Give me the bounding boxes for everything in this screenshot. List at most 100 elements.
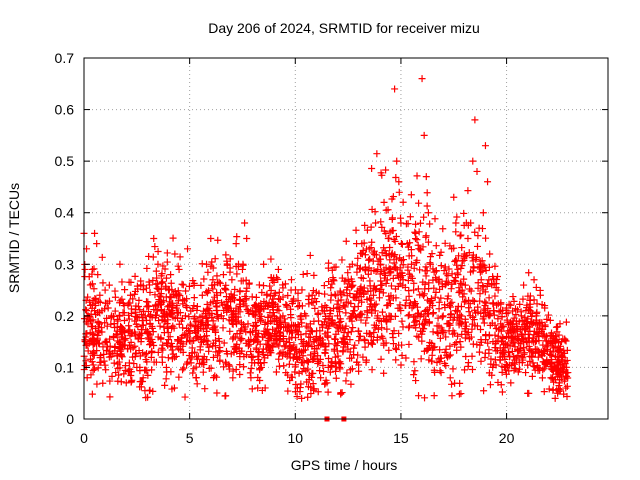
data-point (203, 321, 211, 329)
data-point (180, 364, 188, 372)
data-point (382, 339, 390, 347)
data-point (163, 258, 171, 266)
data-point (213, 291, 221, 299)
data-point (137, 378, 145, 386)
data-point (165, 285, 173, 293)
data-point (436, 251, 444, 259)
data-point (310, 337, 318, 345)
data-point (326, 368, 334, 376)
data-point (361, 343, 369, 351)
data-point (200, 275, 208, 283)
data-point (494, 286, 502, 294)
data-point (388, 195, 396, 203)
data-point (171, 291, 179, 299)
data-point (154, 248, 162, 256)
data-point (168, 310, 176, 318)
data-point (554, 361, 562, 369)
data-point (503, 332, 511, 340)
data-point (460, 275, 468, 283)
data-point (190, 281, 198, 289)
data-point (382, 166, 390, 174)
data-point (374, 312, 382, 320)
data-point (316, 367, 324, 375)
data-point (540, 347, 548, 355)
data-point (205, 343, 213, 351)
data-point (109, 349, 117, 357)
data-point (515, 365, 523, 373)
data-point (502, 370, 510, 378)
data-point (392, 294, 400, 302)
data-point (260, 359, 268, 367)
data-point (373, 333, 381, 341)
data-point (424, 238, 432, 246)
data-point (368, 340, 376, 348)
data-point (450, 277, 458, 285)
data-point (477, 276, 485, 284)
data-point (335, 305, 343, 313)
data-point (100, 357, 108, 365)
data-point (344, 269, 352, 277)
data-point (421, 267, 429, 275)
data-point (177, 338, 185, 346)
data-point (209, 276, 217, 284)
data-point (179, 281, 187, 289)
data-point (524, 361, 532, 369)
data-point (379, 289, 387, 297)
data-point (550, 362, 558, 370)
data-point (169, 322, 177, 330)
data-point (173, 309, 181, 317)
data-point (98, 328, 106, 336)
data-point (454, 302, 462, 310)
data-point (413, 303, 421, 311)
data-point (500, 341, 508, 349)
data-point (174, 262, 182, 270)
data-point (474, 232, 482, 240)
data-point (214, 236, 222, 244)
data-point (176, 253, 184, 261)
data-point (395, 178, 403, 186)
data-point (457, 390, 465, 398)
data-point (467, 268, 475, 276)
data-point (146, 281, 153, 289)
data-point (88, 390, 96, 398)
data-point (139, 349, 147, 357)
data-point (245, 279, 253, 287)
data-point (281, 343, 289, 351)
data-point (230, 333, 238, 341)
data-point (236, 288, 244, 296)
data-point (563, 392, 571, 400)
data-point (112, 369, 120, 377)
data-point (247, 364, 255, 372)
data-point (528, 353, 536, 361)
data-point (102, 366, 110, 374)
data-point (497, 299, 505, 307)
data-point (441, 263, 449, 271)
data-point (141, 366, 149, 374)
data-point (465, 304, 473, 312)
data-point (363, 307, 371, 315)
data-point (157, 279, 165, 287)
data-point (94, 364, 102, 372)
data-point (90, 337, 98, 345)
data-point (131, 287, 139, 295)
data-point (108, 372, 116, 380)
data-point (510, 339, 518, 347)
data-point (264, 313, 272, 321)
data-point (533, 346, 541, 354)
data-point (143, 349, 151, 357)
data-point (349, 293, 357, 301)
data-point (314, 309, 322, 317)
data-point (443, 353, 451, 361)
data-point (118, 353, 126, 361)
data-point (272, 315, 280, 323)
data-point (507, 361, 515, 369)
data-point (118, 295, 126, 303)
data-point (118, 278, 126, 286)
data-point (539, 341, 547, 349)
data-point (174, 297, 182, 305)
data-point (242, 287, 250, 295)
data-point (340, 302, 348, 310)
data-point (291, 368, 299, 376)
data-point (420, 347, 428, 355)
data-point (511, 364, 519, 372)
